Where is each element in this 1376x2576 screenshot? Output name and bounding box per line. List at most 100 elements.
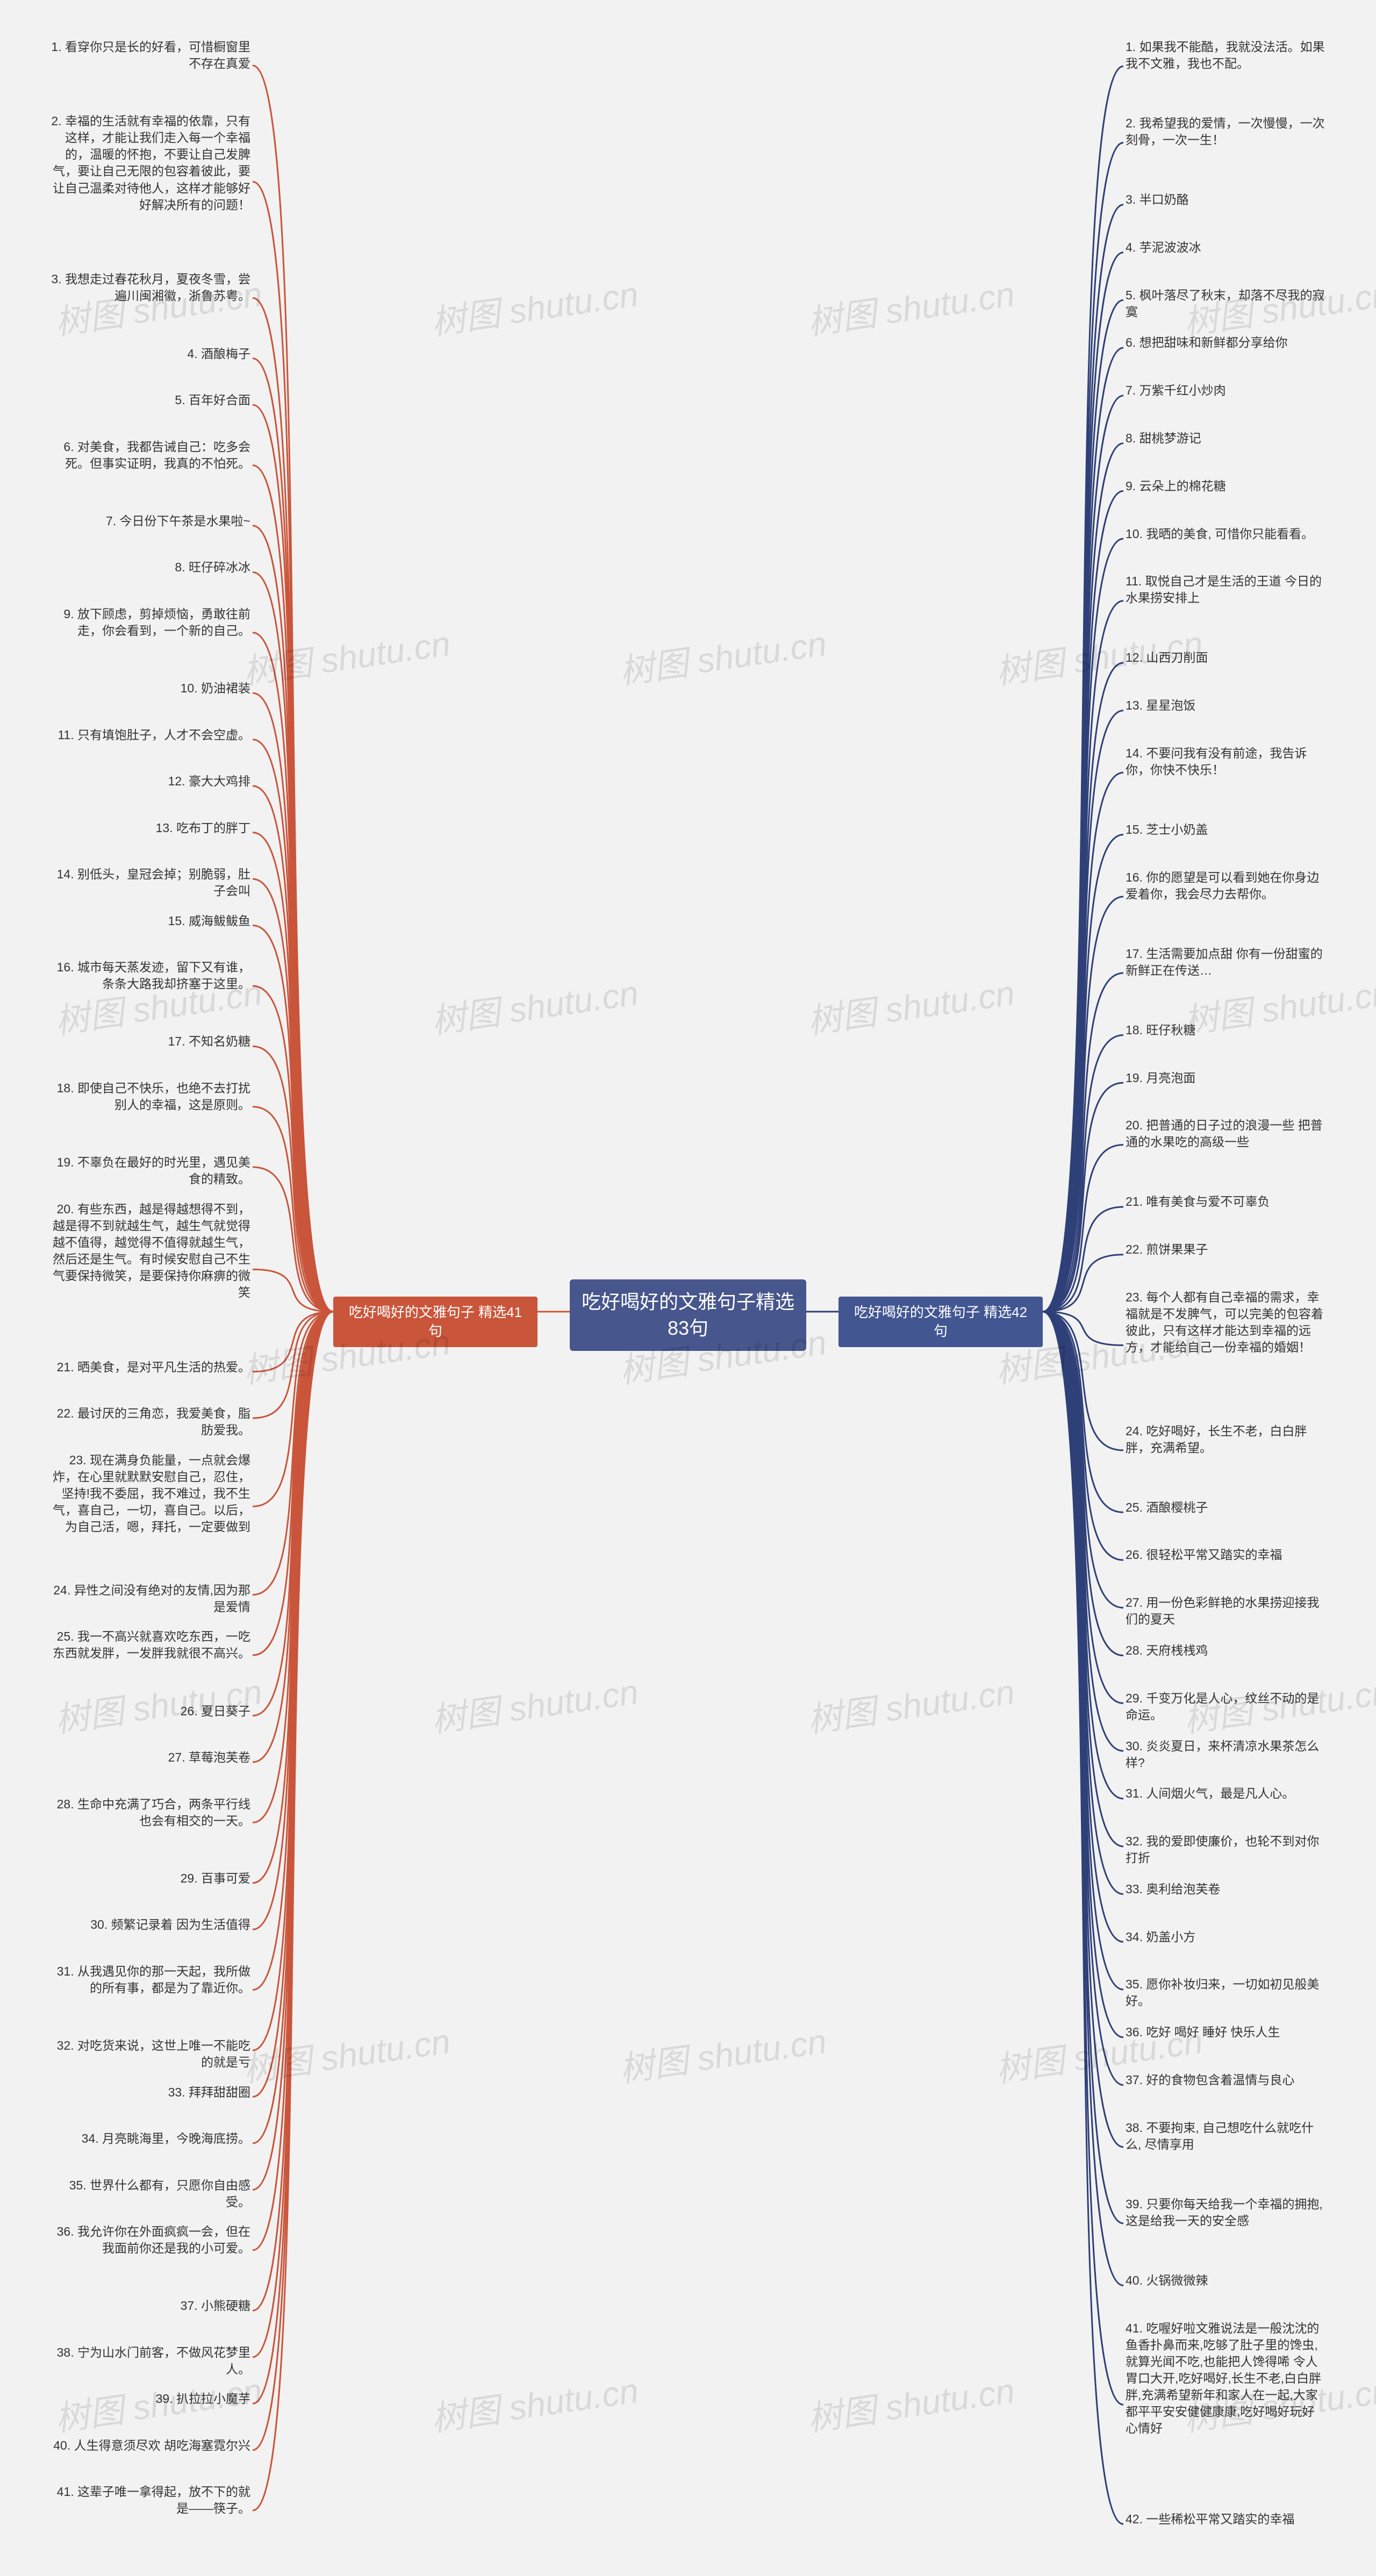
left-leaf: 41. 这辈子唯一拿得起，放不下的就是——筷子。 xyxy=(48,2482,253,2518)
watermark: 树图 shutu.cn xyxy=(804,965,1017,1043)
left-leaf: 5. 百年好合面 xyxy=(48,391,253,410)
right-leaf: 26. 很轻松平常又踏实的幸福 xyxy=(1123,1545,1328,1564)
left-leaf: 28. 生命中充满了巧合，两条平行线也会有相交的一天。 xyxy=(48,1795,253,1830)
right-leaf: 34. 奶盖小方 xyxy=(1123,1928,1328,1947)
right-leaf: 27. 用一份色彩鲜艳的水果捞迎接我们的夏天 xyxy=(1123,1593,1328,1629)
right-leaf: 24. 吃好喝好，长生不老，白白胖胖，充满希望。 xyxy=(1123,1422,1328,1457)
left-leaf: 12. 豪大大鸡排 xyxy=(48,772,253,791)
right-leaf: 41. 吃喔好啦文雅说法是一般沈沈的鱼香扑鼻而来,吃够了肚子里的馋虫,就算光闻不… xyxy=(1123,2319,1328,2438)
right-leaf: 40. 火锅微微辣 xyxy=(1123,2271,1328,2290)
left-leaf: 11. 只有填饱肚子，人才不会空虚。 xyxy=(48,726,253,745)
left-leaf: 25. 我一不高兴就喜欢吃东西，一吃东西就发胖，一发胖我就很不高兴。 xyxy=(48,1627,253,1663)
left-leaf: 30. 频繁记录着 因为生活值得 xyxy=(48,1915,253,1934)
watermark: 树图 shutu.cn xyxy=(428,965,641,1043)
left-leaf: 29. 百事可爱 xyxy=(48,1869,253,1888)
left-leaf: 20. 有些东西，越是得越想得不到，越是得不到就越生气，越生气就觉得越不值得，越… xyxy=(48,1200,253,1302)
left-leaf: 13. 吃布丁的胖丁 xyxy=(48,819,253,838)
watermark: 树图 shutu.cn xyxy=(240,2014,453,2092)
left-leaf: 14. 别低头，皇冠会掉；别脆弱，肚子会叫 xyxy=(48,865,253,900)
right-leaf: 28. 天府桟桟鸡 xyxy=(1123,1641,1328,1660)
right-leaf: 31. 人间烟火气，最是凡人心。 xyxy=(1123,1784,1328,1803)
watermark: 树图 shutu.cn xyxy=(804,2363,1017,2441)
watermark: 树图 shutu.cn xyxy=(428,267,641,345)
left-leaf: 1. 看穿你只是长的好看，可惜橱窗里不存在真爱 xyxy=(48,38,253,73)
watermark: 树图 shutu.cn xyxy=(1368,2014,1376,2092)
right-leaf: 19. 月亮泡面 xyxy=(1123,1069,1328,1087)
right-leaf: 29. 千变万化是人心，纹丝不动的是命运。 xyxy=(1123,1689,1328,1725)
right-leaf: 5. 枫叶落尽了秋末，却落不尽我的寂寞 xyxy=(1123,286,1328,321)
left-leaf: 36. 我允许你在外面疯疯一会，但在我面前你还是我的小可爱。 xyxy=(48,2222,253,2258)
right-leaf: 30. 炎炎夏日，来杯清凉水果茶怎么样? xyxy=(1123,1737,1328,1772)
right-leaf: 7. 万紫千红小炒肉 xyxy=(1123,381,1328,400)
watermark: 树图 shutu.cn xyxy=(616,2014,829,2092)
right-leaf: 14. 不要问我有没有前途，我告诉你，你快不快乐！ xyxy=(1123,744,1328,779)
right-leaf: 35. 愿你补妆归来，一切如初见般美好。 xyxy=(1123,1975,1328,2010)
watermark: 树图 shutu.cn xyxy=(616,616,829,694)
left-leaf: 21. 晒美食，是对平凡生活的热爱。 xyxy=(48,1358,253,1377)
right-leaf: 3. 半口奶酪 xyxy=(1123,190,1328,209)
right-leaf: 32. 我的爱即使廉价，也轮不到对你打折 xyxy=(1123,1832,1328,1867)
right-leaf: 38. 不要拘束, 自己想吃什么就吃什么, 尽情享用 xyxy=(1123,2119,1328,2154)
left-leaf: 24. 异性之间没有绝对的友情,因为那是爱情 xyxy=(48,1581,253,1616)
right-leaf: 1. 如果我不能酷，我就没法活。如果我不文雅，我也不配。 xyxy=(1123,38,1328,73)
right-leaf: 12. 山西刀削面 xyxy=(1123,648,1328,667)
left-leaf: 2. 幸福的生活就有幸福的依靠，只有这样，才能让我们走入每一个幸福的，温暖的怀抱… xyxy=(48,112,253,214)
left-leaf: 4. 酒酿梅子 xyxy=(48,345,253,363)
left-leaf: 38. 宁为山水门前客，不做风花梦里人。 xyxy=(48,2343,253,2379)
left-leaf: 7. 今日份下午茶是水果啦~ xyxy=(48,512,253,531)
mindmap-canvas: 吃好喝好的文雅句子精选83句吃好喝好的文雅句子 精选41句吃好喝好的文雅句子 精… xyxy=(0,0,1376,2576)
right-leaf: 16. 你的愿望是可以看到她在你身边爱着你，我会尽力去帮你。 xyxy=(1123,868,1328,904)
watermark: 树图 shutu.cn xyxy=(428,1664,641,1742)
right-leaf: 4. 芋泥波波冰 xyxy=(1123,238,1328,257)
watermark: 树图 shutu.cn xyxy=(428,2363,641,2441)
left-leaf: 17. 不知名奶糖 xyxy=(48,1032,253,1051)
left-leaf: 22. 最讨厌的三角恋，我爱美食，脂肪爱我。 xyxy=(48,1404,253,1440)
left-leaf: 23. 现在满身负能量，一点就会爆炸，在心里就默默安慰自己，忍住，坚持!我不委屈… xyxy=(48,1451,253,1536)
watermark: 树图 shutu.cn xyxy=(240,616,453,694)
left-leaf: 19. 不辜负在最好的时光里，遇见美食的精致。 xyxy=(48,1153,253,1189)
right-leaf: 15. 芝士小奶盖 xyxy=(1123,820,1328,839)
right-leaf: 9. 云朵上的棉花糖 xyxy=(1123,477,1328,496)
left-leaf: 37. 小熊硬糖 xyxy=(48,2296,253,2315)
right-leaf: 25. 酒酿樱桃子 xyxy=(1123,1498,1328,1517)
right-leaf: 10. 我晒的美食, 可惜你只能看看。 xyxy=(1123,525,1328,543)
left-leaf: 8. 旺仔碎冰冰 xyxy=(48,558,253,577)
left-leaf: 10. 奶油裙装 xyxy=(48,679,253,698)
right-leaf: 21. 唯有美食与爱不可辜负 xyxy=(1123,1192,1328,1211)
right-leaf: 42. 一些稀松平常又踏实的幸福 xyxy=(1123,2510,1328,2529)
right-leaf: 33. 奥利给泡芙卷 xyxy=(1123,1880,1328,1899)
right-leaf: 20. 把普通的日子过的浪漫一些 把普通的水果吃的高级一些 xyxy=(1123,1116,1328,1151)
watermark: 树图 shutu.cn xyxy=(1368,616,1376,694)
right-leaf: 6. 想把甜味和新鲜都分享给你 xyxy=(1123,333,1328,352)
left-leaf: 16. 城市每天蒸发迹，留下又有谁，条条大路我却挤塞于这里。 xyxy=(48,958,253,993)
left-leaf: 33. 拜拜甜甜圈 xyxy=(48,2083,253,2102)
right-leaf: 13. 星星泡饭 xyxy=(1123,696,1328,715)
watermark: 树图 shutu.cn xyxy=(804,1664,1017,1742)
right-leaf: 18. 旺仔秋糖 xyxy=(1123,1021,1328,1040)
sub-left-node: 吃好喝好的文雅句子 精选41句 xyxy=(333,1297,538,1347)
right-leaf: 37. 好的食物包含着温情与良心 xyxy=(1123,2071,1328,2090)
left-leaf: 26. 夏日葵子 xyxy=(48,1702,253,1721)
right-leaf: 23. 每个人都有自己幸福的需求，幸福就是不发脾气，可以完美的包容着彼此，只有这… xyxy=(1123,1288,1328,1357)
left-leaf: 32. 对吃货来说，这世上唯一不能吃的就是亏 xyxy=(48,2036,253,2072)
right-leaf: 36. 吃好 喝好 睡好 快乐人生 xyxy=(1123,2023,1328,2042)
left-leaf: 15. 威海鲅鲅鱼 xyxy=(48,912,253,931)
watermark: 树图 shutu.cn xyxy=(1368,1315,1376,1393)
right-leaf: 22. 煎饼果果子 xyxy=(1123,1240,1328,1259)
right-leaf: 8. 甜桃梦游记 xyxy=(1123,429,1328,448)
watermark: 树图 shutu.cn xyxy=(804,267,1017,345)
root-node: 吃好喝好的文雅句子精选83句 xyxy=(570,1279,806,1351)
right-leaf: 39. 只要你每天给我一个幸福的拥抱,这是给我一天的安全感 xyxy=(1123,2195,1328,2230)
left-leaf: 18. 即使自己不快乐，也绝不去打扰别人的幸福，这是原则。 xyxy=(48,1079,253,1114)
right-leaf: 17. 生活需要加点甜 你有一份甜蜜的新鲜正在传送… xyxy=(1123,944,1328,980)
left-leaf: 27. 草莓泡芙卷 xyxy=(48,1748,253,1767)
left-leaf: 31. 从我遇见你的那一天起，我所做的所有事，都是为了靠近你。 xyxy=(48,1962,253,1998)
left-leaf: 39. 扒拉拉小魔芋 xyxy=(48,2389,253,2408)
right-leaf: 11. 取悦自己才是生活的王道 今日的水果捞安排上 xyxy=(1123,572,1328,607)
left-leaf: 40. 人生得意须尽欢 胡吃海塞霓尔兴 xyxy=(48,2436,253,2455)
left-leaf: 9. 放下顾虑，剪掉烦恼，勇敢往前走，你会看到，一个新的自己。 xyxy=(48,605,253,640)
left-leaf: 6. 对美食，我都告诫自己：吃多会死。但事实证明，我真的不怕死。 xyxy=(48,438,253,473)
right-leaf: 2. 我希望我的爱情，一次慢慢，一次刻骨，一次一生！ xyxy=(1123,114,1328,149)
left-leaf: 35. 世界什么都有，只愿你自由感受。 xyxy=(48,2176,253,2212)
left-leaf: 34. 月亮眺海里，今晚海底捞。 xyxy=(48,2129,253,2148)
